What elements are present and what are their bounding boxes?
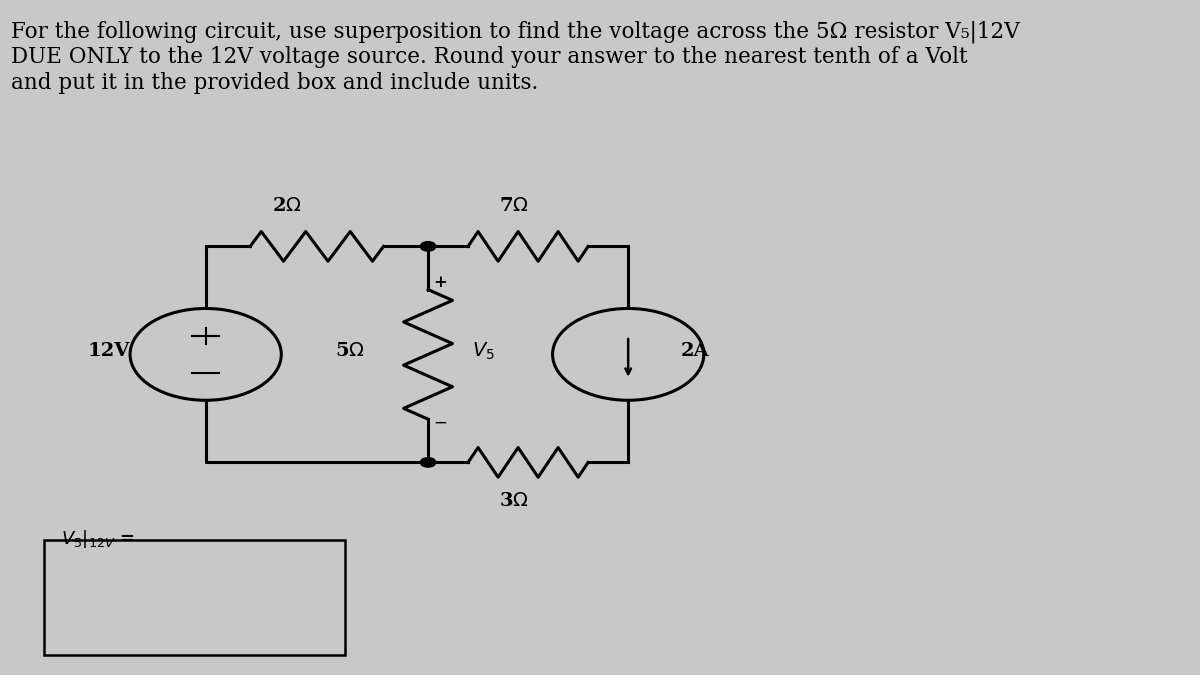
Text: 5$\Omega$: 5$\Omega$ <box>335 342 365 360</box>
Circle shape <box>420 242 436 251</box>
Text: $V_5$: $V_5$ <box>473 340 496 362</box>
Text: 12V: 12V <box>88 342 130 360</box>
Text: For the following circuit, use superposition to find the voltage across the 5Ω r: For the following circuit, use superposi… <box>11 20 1020 94</box>
Text: $-$: $-$ <box>433 413 448 431</box>
Bar <box>44 540 344 655</box>
Text: +: + <box>433 273 448 291</box>
Text: 2A: 2A <box>680 342 709 360</box>
Text: 3$\Omega$: 3$\Omega$ <box>499 492 528 510</box>
Text: 7$\Omega$: 7$\Omega$ <box>499 197 528 215</box>
Text: 2$\Omega$: 2$\Omega$ <box>272 197 301 215</box>
Circle shape <box>420 458 436 467</box>
Text: $V_5|_{12V}$ =: $V_5|_{12V}$ = <box>61 528 134 550</box>
